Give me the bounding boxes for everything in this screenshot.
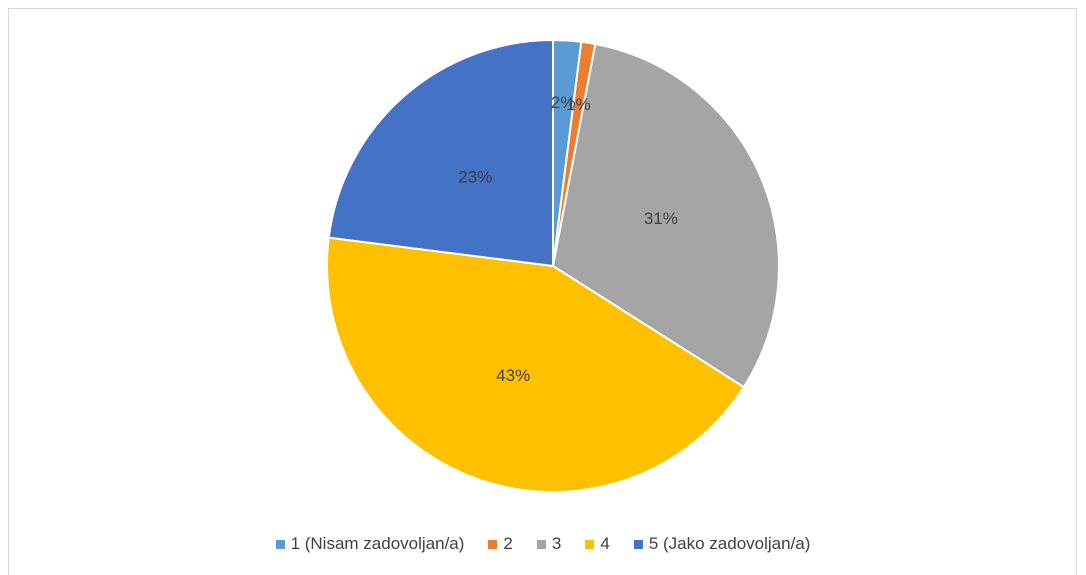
pie-slice — [327, 38, 554, 268]
data-label: 2% — [551, 93, 576, 112]
legend-swatch — [275, 539, 285, 549]
data-label: 31% — [644, 209, 678, 228]
legend-item: 3 — [536, 534, 562, 554]
pie-slice — [326, 236, 746, 493]
legend-label: 4 — [600, 534, 610, 553]
data-label: 23% — [458, 167, 492, 186]
legend-swatch — [585, 539, 595, 549]
legend-item: 5 (Jako zadovoljan/a) — [633, 534, 811, 554]
legend-item: 2 — [488, 534, 513, 554]
legend-item: 1 (Nisam zadovoljan/a) — [275, 534, 465, 554]
legend-swatch — [488, 539, 498, 549]
data-label: 1% — [566, 95, 591, 114]
legend: 1 (Nisam zadovoljan/a) 2 3 4 5 (Jako zadovol… — [0, 534, 1086, 554]
legend-swatch — [536, 539, 546, 549]
data-label: 43% — [496, 366, 530, 385]
chart-frame — [8, 8, 1077, 575]
legend-label: 5 (Jako zadovoljan/a) — [648, 534, 811, 553]
legend-label: 1 (Nisam zadovoljan/a) — [290, 534, 465, 553]
legend-swatch — [633, 539, 643, 549]
legend-label: 2 — [503, 534, 513, 553]
legend-item: 4 — [585, 534, 610, 554]
legend-label: 3 — [551, 534, 562, 553]
